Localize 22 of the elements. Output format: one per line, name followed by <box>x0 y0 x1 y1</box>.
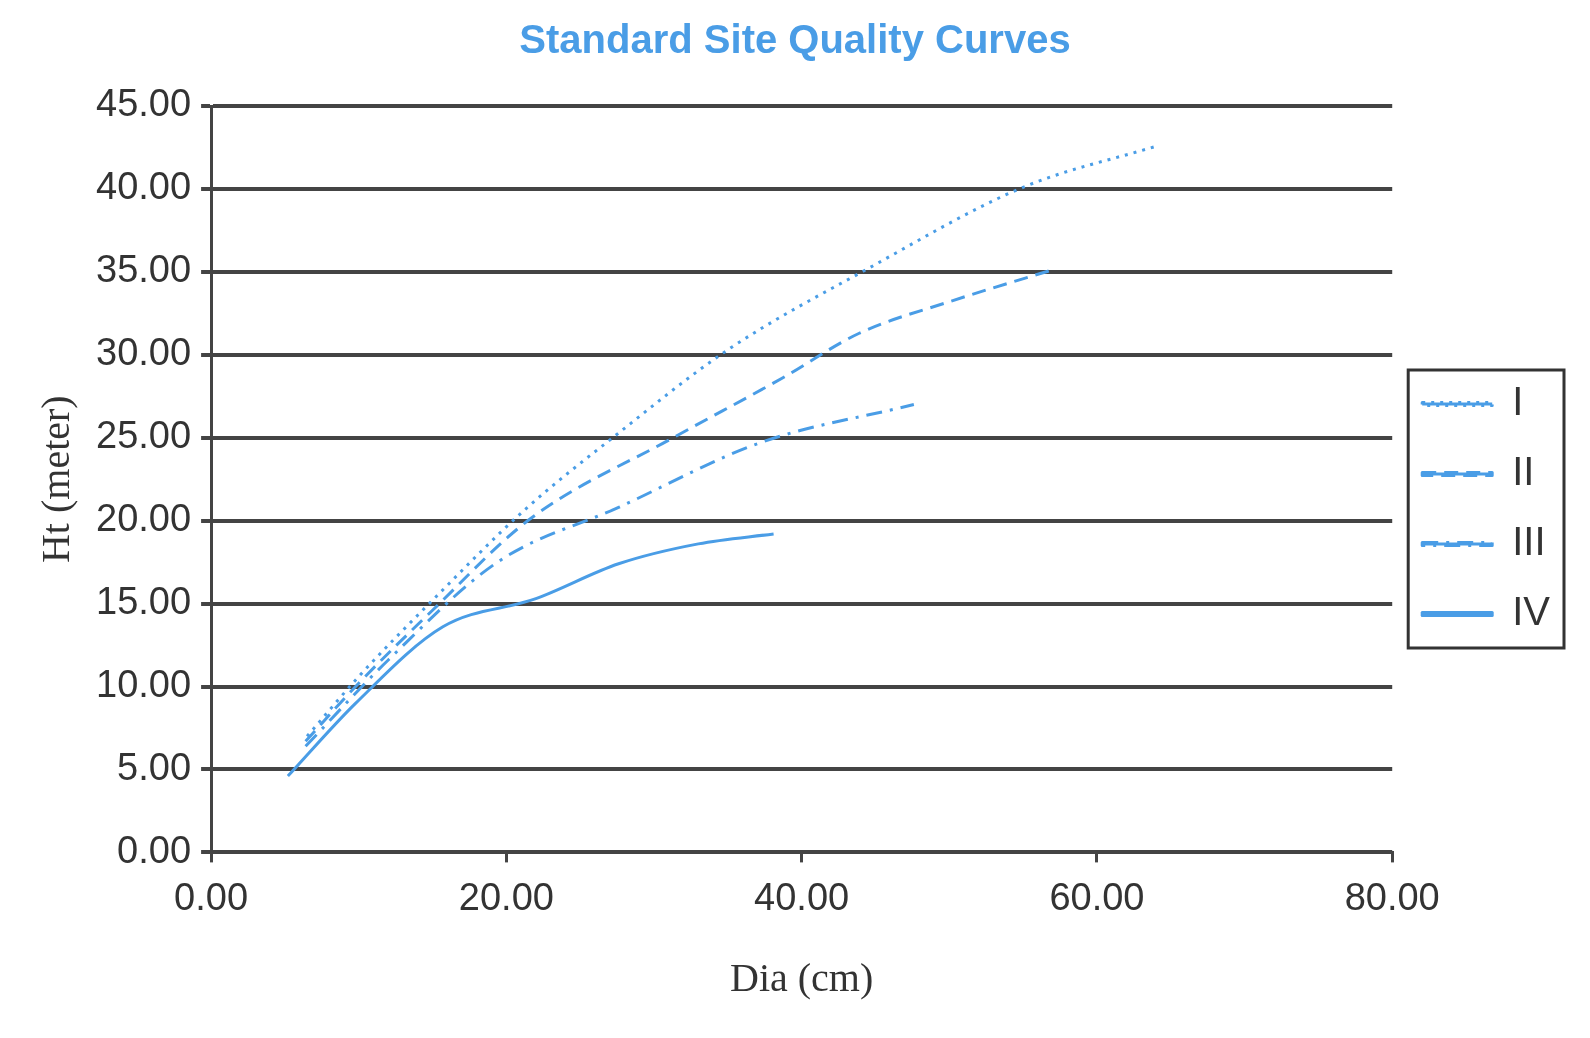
y-tick-label: 15.00 <box>96 580 192 623</box>
x-axis-title: Dia (cm) <box>730 954 874 1000</box>
x-tick-label: 80.00 <box>1344 875 1440 918</box>
legend-label: III <box>1512 519 1546 564</box>
y-tick-label: 45.00 <box>96 82 192 125</box>
legend-label: II <box>1512 449 1535 494</box>
y-tick-label: 35.00 <box>96 248 192 291</box>
x-tick-label: 0.00 <box>174 875 249 918</box>
y-tick-label: 5.00 <box>117 745 192 788</box>
y-tick-label: 20.00 <box>96 497 192 540</box>
y-tick-label: 10.00 <box>96 663 192 706</box>
y-tick-label: 40.00 <box>96 165 192 208</box>
chart-title: Standard Site Quality Curves <box>519 17 1071 62</box>
y-axis-title: Ht (meter) <box>32 395 78 564</box>
y-tick-label: 0.00 <box>117 828 192 871</box>
legend-label: IV <box>1512 589 1551 634</box>
x-tick-label: 60.00 <box>1049 875 1145 918</box>
x-tick-label: 40.00 <box>754 875 850 918</box>
legend-label: I <box>1512 379 1524 424</box>
y-tick-label: 30.00 <box>96 331 192 374</box>
y-tick-label: 25.00 <box>96 414 192 457</box>
x-tick-label: 20.00 <box>458 875 554 918</box>
